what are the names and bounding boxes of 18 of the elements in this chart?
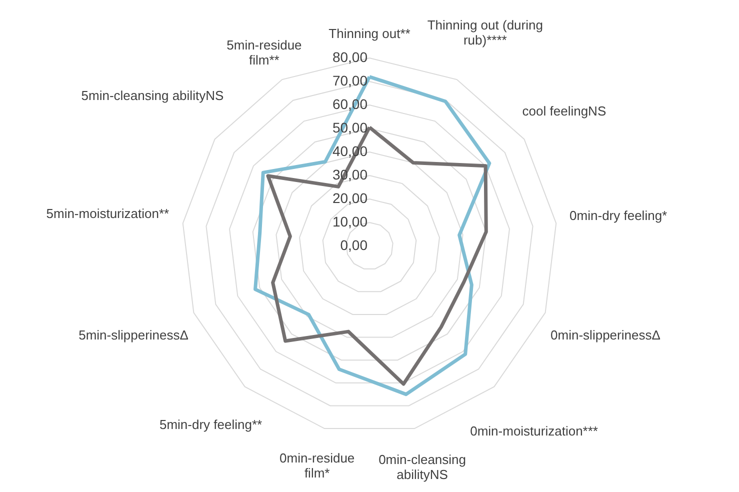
spoke-label: 0min-residue film* bbox=[280, 450, 355, 481]
y-tick-label: 10,00 bbox=[332, 214, 368, 230]
spoke-label: 5min-residue film** bbox=[226, 37, 302, 68]
spoke-label: cool feelingNS bbox=[522, 104, 606, 119]
spoke-label: Thinning out (during rub)**** bbox=[427, 18, 543, 48]
spoke-label: Thinning out** bbox=[328, 26, 410, 41]
y-tick-label: 80,00 bbox=[332, 49, 368, 65]
y-tick-label: 70,00 bbox=[332, 72, 368, 88]
spoke-label: 5min-slipperinessΔ bbox=[78, 327, 189, 342]
spoke-label: 0min-dry feeling* bbox=[570, 208, 668, 223]
y-tick-label: 20,00 bbox=[332, 190, 368, 206]
spoke-label: 5min-cleansing abilityNS bbox=[81, 88, 224, 104]
spoke-label: 0min-moisturization*** bbox=[470, 424, 598, 439]
spoke-label: 5min-moisturization** bbox=[46, 206, 170, 222]
spoke-label: 0min-cleansing abilityNS bbox=[378, 452, 466, 482]
y-tick-label: 0,00 bbox=[340, 237, 368, 253]
spoke-label: 0min-slipperinessΔ bbox=[550, 327, 661, 342]
spoke-label: 5min-dry feeling** bbox=[159, 417, 262, 432]
